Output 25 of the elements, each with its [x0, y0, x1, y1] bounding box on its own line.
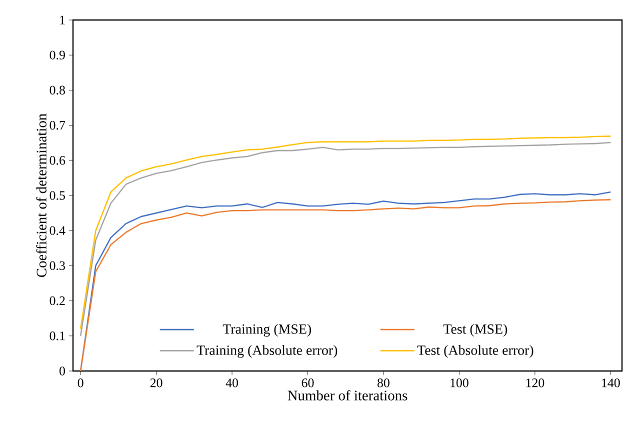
x-tick-label: 100	[450, 378, 468, 388]
y-tick-label: 1	[60, 16, 65, 24]
legend-label: Training (MSE)	[222, 324, 312, 337]
x-tick-label: 20	[150, 378, 162, 388]
y-tick-label: 0.1	[50, 332, 65, 340]
y-axis-title: Coefficient of determination	[36, 114, 46, 278]
y-tick-label: 0.5	[50, 191, 65, 200]
legend-label: Training (Absolute error)	[196, 345, 338, 358]
x-tick-label: 140	[602, 378, 620, 388]
y-tick-label: 0	[60, 366, 65, 376]
x-tick-label: 60	[302, 378, 314, 388]
legend-label: Test (Absolute error)	[417, 345, 534, 358]
x-tick-label: 0	[78, 378, 84, 388]
y-tick-label: 0.4	[50, 226, 66, 235]
x-tick-label: 120	[526, 378, 544, 388]
y-tick-label: 0.6	[50, 156, 66, 165]
y-tick-label: 0.8	[50, 86, 65, 95]
y-tick-label: 0.3	[50, 261, 65, 270]
x-tick-label: 40	[226, 378, 238, 388]
legend-label: Test (MSE)	[443, 324, 508, 337]
y-tick-label: 0.9	[50, 50, 65, 60]
y-tick-label: 0.2	[50, 296, 65, 306]
y-tick-label: 0.7	[50, 120, 66, 130]
x-tick-label: 80	[377, 378, 390, 388]
x-axis-title: Number of iterations	[288, 390, 408, 400]
